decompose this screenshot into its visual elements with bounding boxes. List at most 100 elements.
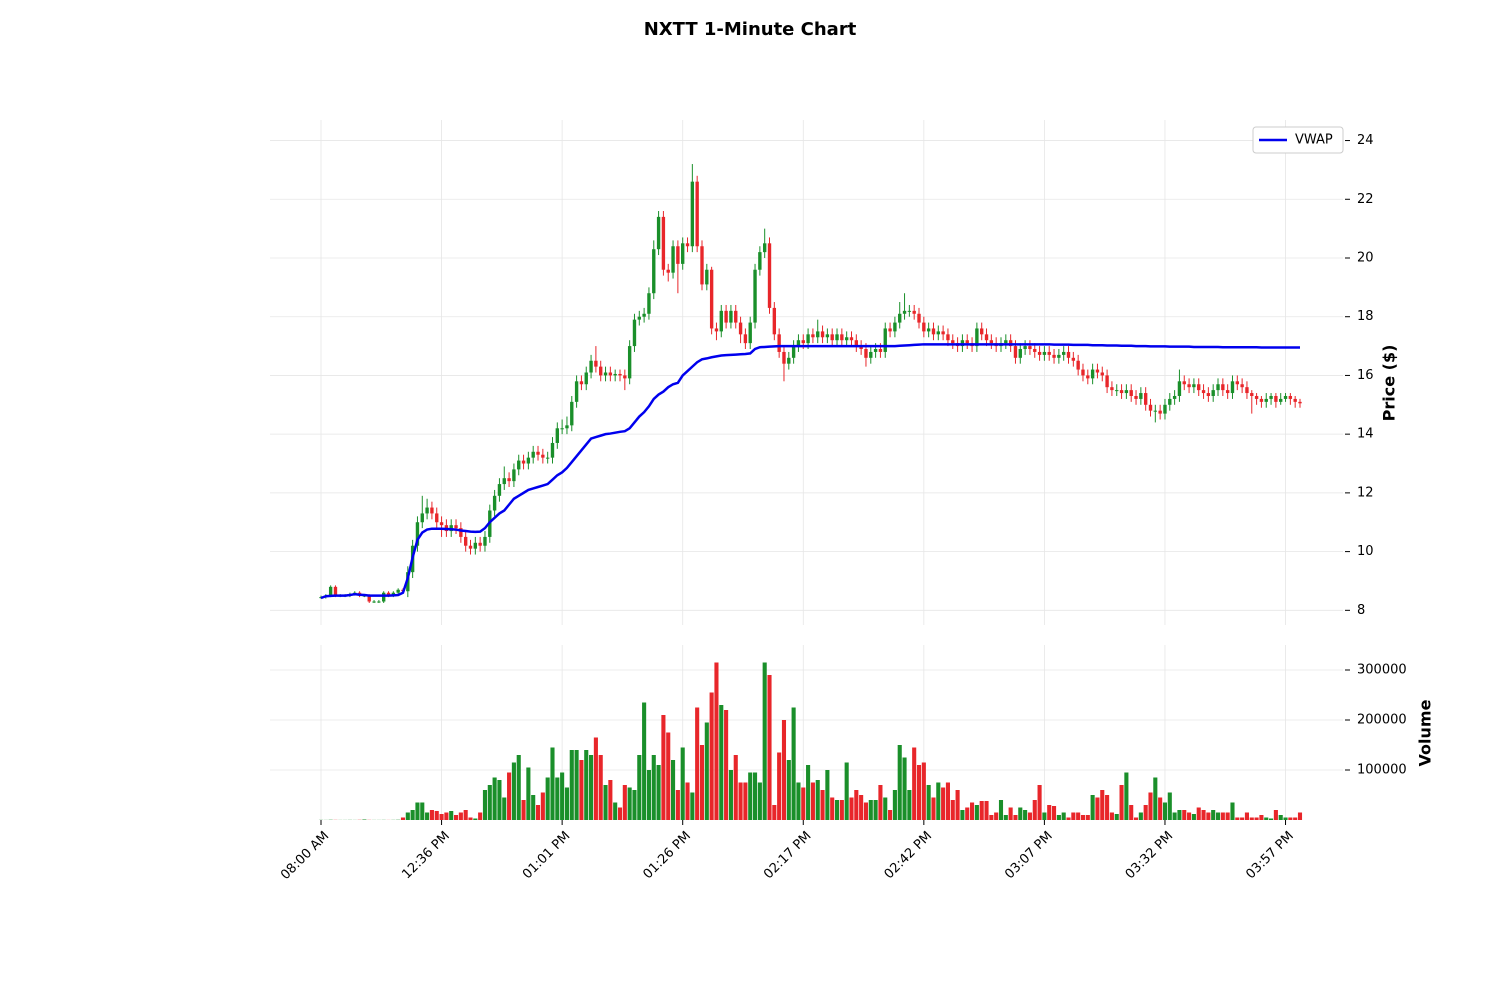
volume-bar [821,790,825,820]
volume-bar [710,693,714,821]
candle-body [1284,396,1287,399]
candle-body [334,587,337,596]
x-tick-label: 01:26 PM [641,829,694,882]
volume-bar [666,733,670,821]
candle-body [1226,390,1229,393]
candle-body [744,334,747,343]
volume-bar [642,703,646,821]
candle-body [686,243,689,246]
candle-body [888,328,891,331]
volume-bar [1264,818,1268,821]
candle-body [589,361,592,373]
volume-bar [1230,803,1234,821]
volume-bar [454,815,458,820]
candle-body [1149,405,1152,411]
volume-bar [420,803,424,821]
candle-body [1178,381,1181,396]
candle-body [421,513,424,522]
volume-bar [1182,810,1186,820]
volume-bar [1033,800,1037,820]
volume-bar [1095,798,1099,821]
volume-bar [406,813,410,821]
candle-body [710,270,713,329]
volume-bar [835,800,839,820]
volume-bar [888,810,892,820]
candle-body [691,182,694,247]
candle-body [1236,381,1239,384]
volume-bar [570,750,574,820]
volume-bar [671,760,675,820]
volume-bar [951,800,955,820]
candle-body [912,311,915,314]
candle-body [652,249,655,293]
volume-bar [628,788,632,821]
candle-body [647,293,650,314]
volume-bar [1255,818,1259,821]
candle-body [831,334,834,340]
volume-bar [965,808,969,821]
candle-body [1072,358,1075,361]
candle-body [927,328,930,331]
volume-bar [1240,818,1244,821]
candle-body [850,337,853,340]
volume-bar [637,755,641,820]
volume-bar [854,790,858,820]
volume-bar [468,818,472,821]
volume-bar [1042,813,1046,821]
volume-bar [748,773,752,821]
volume-bar [830,798,834,821]
candle-body [792,346,795,358]
volume-bar [690,793,694,821]
volume-bar [763,663,767,821]
candle-body [1091,370,1094,379]
volume-bar [517,755,521,820]
volume-bar [960,810,964,820]
volume-bar [546,778,550,821]
x-tick-label: 03:32 PM [1123,829,1176,882]
candle-body [1265,399,1268,402]
volume-bar [632,790,636,820]
volume-bar [1274,810,1278,820]
candle-body [1144,393,1147,405]
candle-body [1023,346,1026,349]
x-tick-label: 03:57 PM [1243,829,1296,882]
volume-bar [729,770,733,820]
volume-bar [917,765,921,820]
volume-bar [753,773,757,821]
volume-bar [478,813,482,821]
y-tick-label: 18 [1357,309,1374,324]
candle-body [951,340,954,343]
candle-body [1163,405,1166,414]
candle-body [1279,399,1282,402]
volume-bar [411,810,415,820]
candle-body [715,328,718,331]
volume-bar [849,798,853,821]
volume-bar [922,763,926,821]
volume-bar [594,738,598,821]
volume-bar [946,783,950,821]
volume-bar [1201,810,1205,820]
candle-body [1130,390,1133,396]
x-tick-label: 12:36 PM [399,829,452,882]
candle-body [1202,390,1205,393]
volume-axis-label: Volume [1416,699,1435,766]
y-tick-label: 10 [1357,544,1374,559]
volume-bar [464,810,468,820]
volume-bar [1081,815,1085,820]
volume-bar [493,778,497,821]
candle-body [667,270,670,273]
candle-body [879,349,882,352]
candle-body [990,340,993,343]
volume-bar [401,818,405,821]
volume-bar [1110,813,1114,821]
volume-bar [883,798,887,821]
volume-bar [845,763,849,821]
candle-body [642,314,645,317]
candle-body [662,217,665,270]
candle-body [503,478,506,484]
candle-body [1274,396,1277,402]
volume-bar [1028,813,1032,821]
candle-body [811,334,814,337]
volume-bar [1124,773,1128,821]
volume-bar [806,765,810,820]
